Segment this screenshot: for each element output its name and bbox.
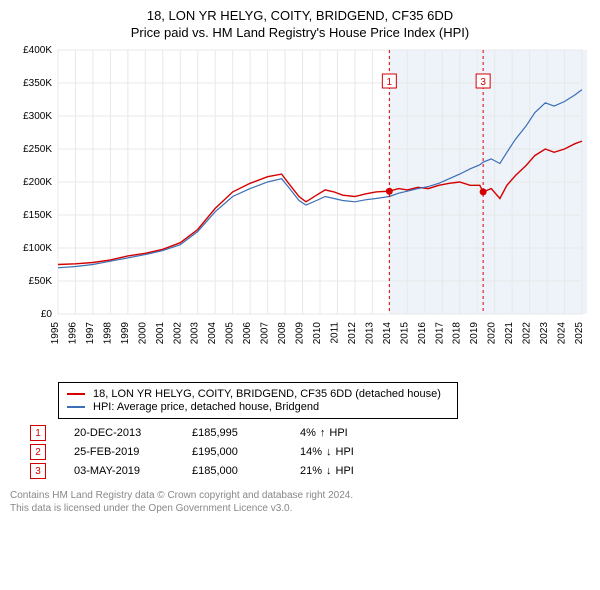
svg-text:2012: 2012 xyxy=(347,322,358,345)
sale-marker: 3 xyxy=(30,463,46,479)
chart-subtitle: Price paid vs. HM Land Registry's House … xyxy=(10,25,590,40)
svg-text:2002: 2002 xyxy=(172,322,183,345)
chart-area: £0 £50K £100K £150K £200K £250K £300K £350K £400… xyxy=(10,44,590,374)
legend-swatch xyxy=(67,393,85,395)
legend-label: HPI: Average price, detached house, Brid… xyxy=(93,401,319,413)
svg-text:2023: 2023 xyxy=(539,322,550,345)
svg-text:£100K: £100K xyxy=(23,243,52,254)
legend-swatch xyxy=(67,406,85,408)
svg-text:2015: 2015 xyxy=(399,322,410,345)
sale-delta: 4%↑HPI xyxy=(300,427,390,439)
svg-text:£350K: £350K xyxy=(23,78,52,89)
svg-text:1996: 1996 xyxy=(67,322,78,345)
svg-text:2004: 2004 xyxy=(207,322,218,345)
sale-delta: 14%↓HPI xyxy=(300,446,390,458)
line-chart: £0 £50K £100K £150K £200K £250K £300K £350K £400… xyxy=(10,44,590,374)
svg-text:2003: 2003 xyxy=(190,322,201,345)
sale-date: 25-FEB-2019 xyxy=(74,446,164,458)
sale-row: 3 03-MAY-2019 £185,000 21%↓HPI xyxy=(30,463,590,479)
legend-row: 18, LON YR HELYG, COITY, BRIDGEND, CF35 … xyxy=(67,388,449,400)
svg-text:2024: 2024 xyxy=(557,322,568,345)
svg-text:2016: 2016 xyxy=(417,322,428,345)
sales-table: 1 20-DEC-2013 £185,995 4%↑HPI 2 25-FEB-2019 £1… xyxy=(30,425,590,479)
arrow-up-icon: ↑ xyxy=(320,427,326,439)
sale-row: 2 25-FEB-2019 £195,000 14%↓HPI xyxy=(30,444,590,460)
svg-text:£250K: £250K xyxy=(23,144,52,155)
svg-text:1999: 1999 xyxy=(120,322,131,345)
svg-text:£50K: £50K xyxy=(29,276,53,287)
chart-container: 18, LON YR HELYG, COITY, BRIDGEND, CF35 … xyxy=(0,0,600,525)
svg-text:£300K: £300K xyxy=(23,111,52,122)
svg-text:2006: 2006 xyxy=(242,322,253,345)
svg-text:2019: 2019 xyxy=(469,322,480,345)
svg-text:2010: 2010 xyxy=(312,322,323,345)
svg-text:£400K: £400K xyxy=(23,45,52,56)
svg-text:1: 1 xyxy=(387,77,393,88)
svg-text:2000: 2000 xyxy=(137,322,148,345)
svg-text:3: 3 xyxy=(480,77,486,88)
svg-text:2011: 2011 xyxy=(329,322,340,344)
sale-price: £185,995 xyxy=(192,427,272,439)
svg-text:2005: 2005 xyxy=(225,322,236,345)
sale-date: 20-DEC-2013 xyxy=(74,427,164,439)
footer-line1: Contains HM Land Registry data © Crown c… xyxy=(10,489,590,502)
svg-text:2014: 2014 xyxy=(382,322,393,345)
svg-text:2022: 2022 xyxy=(522,322,533,345)
sale-row: 1 20-DEC-2013 £185,995 4%↑HPI xyxy=(30,425,590,441)
svg-text:£150K: £150K xyxy=(23,210,52,221)
svg-text:£200K: £200K xyxy=(23,177,52,188)
svg-text:2007: 2007 xyxy=(260,322,271,345)
svg-text:2013: 2013 xyxy=(364,322,375,345)
svg-text:2021: 2021 xyxy=(504,322,515,345)
sale-price: £185,000 xyxy=(192,465,272,477)
arrow-down-icon: ↓ xyxy=(326,465,332,477)
footer-line2: This data is licensed under the Open Gov… xyxy=(10,502,590,515)
sale-price: £195,000 xyxy=(192,446,272,458)
svg-text:1995: 1995 xyxy=(50,322,61,345)
arrow-down-icon: ↓ xyxy=(326,446,332,458)
svg-text:2025: 2025 xyxy=(574,322,585,345)
sale-marker: 2 xyxy=(30,444,46,460)
svg-text:2008: 2008 xyxy=(277,322,288,345)
svg-text:1998: 1998 xyxy=(102,322,113,345)
footer-attribution: Contains HM Land Registry data © Crown c… xyxy=(10,489,590,515)
sale-marker: 1 xyxy=(30,425,46,441)
svg-text:2020: 2020 xyxy=(487,322,498,345)
sale-date: 03-MAY-2019 xyxy=(74,465,164,477)
titles: 18, LON YR HELYG, COITY, BRIDGEND, CF35 … xyxy=(10,8,590,40)
svg-text:1997: 1997 xyxy=(85,322,96,345)
sale-delta: 21%↓HPI xyxy=(300,465,390,477)
svg-text:2017: 2017 xyxy=(434,322,445,345)
svg-text:2018: 2018 xyxy=(452,322,463,345)
legend-row: HPI: Average price, detached house, Brid… xyxy=(67,401,449,413)
svg-text:£0: £0 xyxy=(41,309,53,320)
svg-text:2001: 2001 xyxy=(155,322,166,345)
legend-label: 18, LON YR HELYG, COITY, BRIDGEND, CF35 … xyxy=(93,388,441,400)
svg-text:2009: 2009 xyxy=(295,322,306,345)
chart-title: 18, LON YR HELYG, COITY, BRIDGEND, CF35 … xyxy=(10,8,590,23)
legend: 18, LON YR HELYG, COITY, BRIDGEND, CF35 … xyxy=(58,382,458,419)
